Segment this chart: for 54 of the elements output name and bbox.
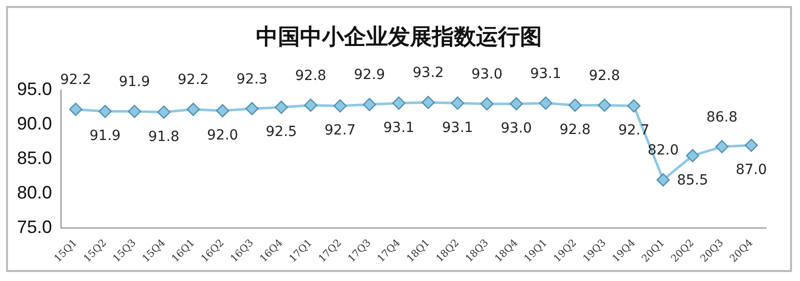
point <box>186 102 200 116</box>
data-label: 91.9 <box>90 128 121 144</box>
data-label: 92.8 <box>295 68 326 84</box>
point <box>715 140 729 154</box>
point <box>157 106 170 119</box>
data-label: 92.7 <box>324 122 356 139</box>
data-label: 92.8 <box>559 122 591 138</box>
point <box>539 96 552 110</box>
data-label: 93.2 <box>412 65 444 82</box>
point <box>69 102 82 116</box>
point <box>568 98 582 112</box>
point <box>98 104 112 118</box>
y-tick-label: 95.0 <box>16 78 52 99</box>
data-label: 93.1 <box>442 120 474 136</box>
data-label: 86.8 <box>706 109 738 126</box>
point <box>304 98 318 112</box>
y-tick-label: 75.0 <box>16 217 52 238</box>
data-label: 93.1 <box>530 66 562 82</box>
data-label: 92.2 <box>60 72 92 88</box>
data-label: 93.1 <box>383 120 414 136</box>
data-label: 93.0 <box>500 120 532 136</box>
point <box>744 138 758 152</box>
data-label: 87.0 <box>736 162 767 178</box>
data-label: 91.9 <box>118 74 150 90</box>
point <box>274 100 288 114</box>
point <box>598 98 612 112</box>
data-label: 93.0 <box>471 66 503 82</box>
point <box>128 104 142 118</box>
data-label: 92.3 <box>236 71 268 88</box>
data-label: 92.2 <box>178 72 209 88</box>
chart-title: 中国中小企业发展指数运行图 <box>255 24 543 52</box>
data-label: 91.8 <box>148 128 180 145</box>
point <box>656 173 670 186</box>
point <box>245 102 259 116</box>
point <box>362 98 376 112</box>
data-label: 92.7 <box>618 122 650 139</box>
data-label: 92.9 <box>354 67 386 84</box>
y-tick-label: 80.0 <box>16 182 52 203</box>
data-label: 82.0 <box>648 142 679 158</box>
point <box>333 99 347 112</box>
point <box>216 104 230 118</box>
data-label: 92.5 <box>266 124 297 140</box>
point <box>422 96 435 110</box>
point <box>392 96 406 110</box>
point <box>510 97 523 110</box>
point <box>686 149 700 162</box>
data-label: 92.0 <box>207 127 238 144</box>
y-tick-label: 85.0 <box>16 148 52 168</box>
point <box>480 97 494 110</box>
y-tick-label: 90.0 <box>16 114 52 134</box>
data-label: 92.8 <box>588 68 620 84</box>
point <box>450 96 464 110</box>
data-label: 85.5 <box>676 172 708 188</box>
point <box>627 99 640 112</box>
